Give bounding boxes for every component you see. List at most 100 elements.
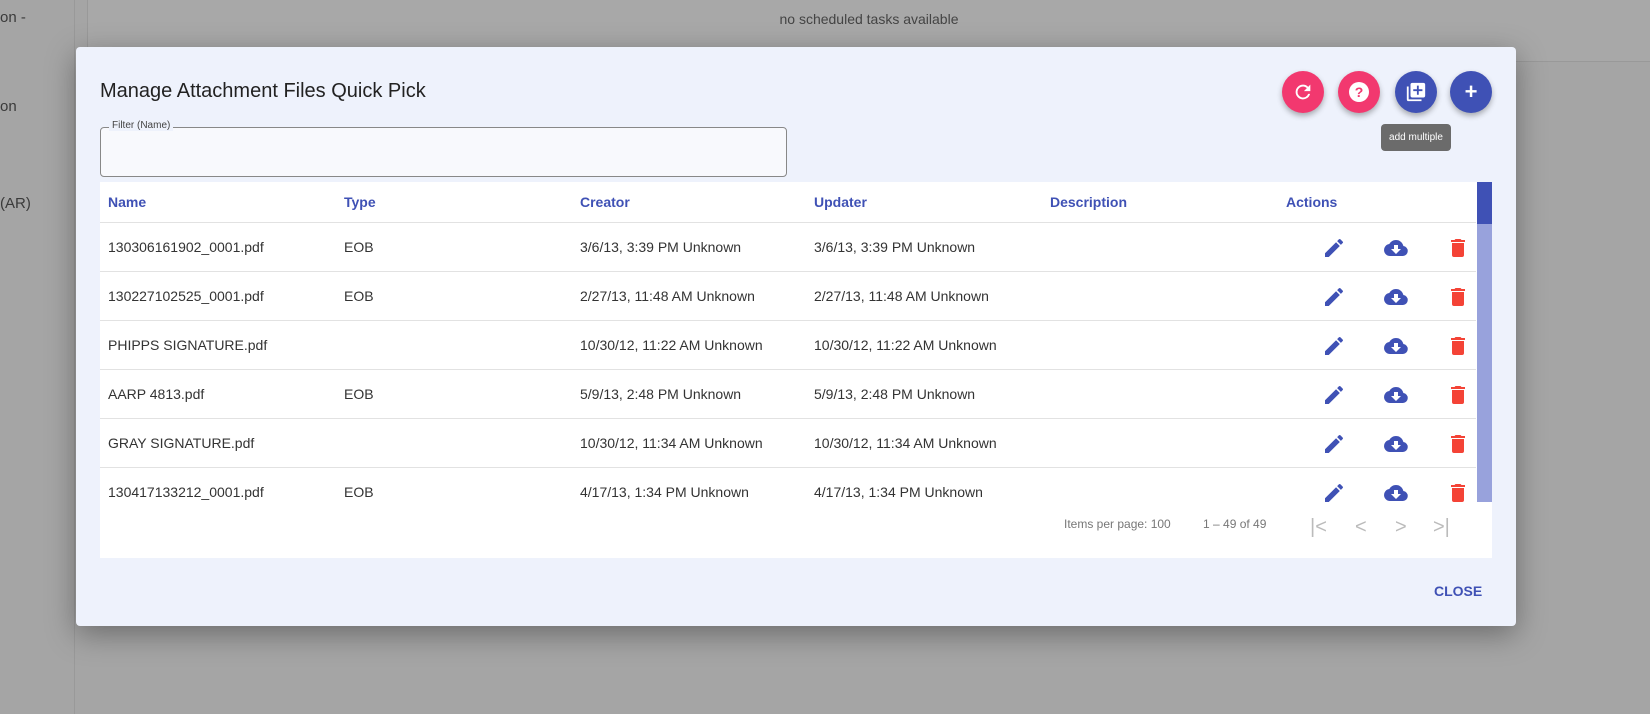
scrollbar-thumb[interactable] <box>1477 182 1492 224</box>
close-button[interactable]: CLOSE <box>1434 583 1483 599</box>
manage-attachments-dialog: Manage Attachment Files Quick Pick Filte… <box>76 47 1516 626</box>
delete-button[interactable] <box>1446 334 1470 358</box>
cloud-download-icon <box>1384 240 1408 256</box>
delete-button[interactable] <box>1446 432 1470 456</box>
edit-button[interactable] <box>1322 481 1346 505</box>
cell-creator: 10/30/12, 11:34 AM Unknown <box>580 435 763 451</box>
filter-label: Filter (Name) <box>109 120 174 131</box>
table-row[interactable]: GRAY SIGNATURE.pdf 10/30/12, 11:34 AM Unk… <box>100 418 1476 467</box>
bg-text: on - <box>0 9 26 26</box>
cell-creator: 3/6/13, 3:39 PM Unknown <box>580 239 742 255</box>
table-row[interactable]: AARP 4813.pdf EOB 5/9/13, 2:48 PM Unknown 5… <box>100 369 1476 418</box>
delete-button[interactable] <box>1446 383 1470 407</box>
bg-text: on <box>0 98 17 115</box>
cell-updater: 3/6/13, 3:39 PM Unknown <box>814 239 976 255</box>
edit-button[interactable] <box>1322 334 1346 358</box>
trash-icon <box>1451 484 1465 502</box>
library-add-icon <box>1406 82 1426 102</box>
last-page-button[interactable]: >| <box>1433 516 1450 539</box>
last-page-icon: >| <box>1433 516 1450 538</box>
download-button[interactable] <box>1384 383 1408 407</box>
delete-button[interactable] <box>1446 236 1470 260</box>
cell-name: PHIPPS SIGNATURE.pdf <box>108 337 268 353</box>
help-button[interactable]: ? <box>1338 71 1380 113</box>
chevron-right-icon: > <box>1395 516 1407 538</box>
no-tasks-message: no scheduled tasks available <box>779 11 959 27</box>
download-button[interactable] <box>1384 432 1408 456</box>
column-header-description[interactable]: Description <box>1050 194 1128 210</box>
column-header-type[interactable]: Type <box>344 194 376 210</box>
column-header-creator[interactable]: Creator <box>580 194 630 210</box>
trash-icon <box>1451 386 1465 404</box>
filter-field[interactable]: Filter (Name) <box>100 120 787 177</box>
page-range: 1 – 49 of 49 <box>1203 517 1267 531</box>
cell-type: EOB <box>344 386 374 402</box>
cloud-download-icon <box>1384 338 1408 354</box>
edit-button[interactable] <box>1322 383 1346 407</box>
cell-name: 130417133212_0001.pdf <box>108 484 264 500</box>
cell-type: EOB <box>344 484 374 500</box>
table-row[interactable]: 130417133212_0001.pdf EOB 4/17/13, 1:34 PM… <box>100 467 1476 516</box>
download-button[interactable] <box>1384 334 1408 358</box>
column-header-actions: Actions <box>1286 194 1338 210</box>
bg-text: (AR) <box>0 195 31 212</box>
cloud-download-icon <box>1384 387 1408 403</box>
cell-updater: 5/9/13, 2:48 PM Unknown <box>814 386 976 402</box>
table-scrollbar[interactable] <box>1477 182 1492 502</box>
pencil-icon <box>1325 483 1344 502</box>
items-per-page[interactable]: Items per page: 100 <box>1064 517 1171 531</box>
add-multiple-button[interactable] <box>1395 71 1437 113</box>
cell-updater: 4/17/13, 1:34 PM Unknown <box>814 484 983 500</box>
trash-icon <box>1451 288 1465 306</box>
help-icon: ? <box>1349 82 1369 102</box>
previous-page-button[interactable]: < <box>1355 516 1367 539</box>
cell-type: EOB <box>344 239 374 255</box>
delete-button[interactable] <box>1446 285 1470 309</box>
cell-name: GRAY SIGNATURE.pdf <box>108 435 255 451</box>
column-header-updater[interactable]: Updater <box>814 194 867 210</box>
cell-type: EOB <box>344 288 374 304</box>
svg-text:?: ? <box>1355 84 1364 100</box>
cell-updater: 10/30/12, 11:34 AM Unknown <box>814 435 997 451</box>
cell-updater: 2/27/13, 11:48 AM Unknown <box>814 288 989 304</box>
edit-button[interactable] <box>1322 432 1346 456</box>
cloud-download-icon <box>1384 485 1408 501</box>
pencil-icon <box>1325 385 1344 404</box>
next-page-button[interactable]: > <box>1395 516 1407 539</box>
background-sidebar: on - on (AR) <box>0 0 75 714</box>
cloud-download-icon <box>1384 436 1408 452</box>
first-page-icon: |< <box>1310 516 1327 538</box>
chevron-left-icon: < <box>1355 516 1367 538</box>
trash-icon <box>1451 435 1465 453</box>
table-row[interactable]: PHIPPS SIGNATURE.pdf 10/30/12, 11:22 AM U… <box>100 320 1476 369</box>
add-button[interactable]: + <box>1450 71 1492 113</box>
first-page-button[interactable]: |< <box>1310 516 1327 539</box>
attachments-table: Name Type Creator Updater Description Ac… <box>100 182 1492 558</box>
cell-name: 130227102525_0001.pdf <box>108 288 264 304</box>
table-row[interactable]: 130306161902_0001.pdf EOB 3/6/13, 3:39 PM … <box>100 222 1476 271</box>
refresh-button[interactable] <box>1282 71 1324 113</box>
cloud-download-icon <box>1384 289 1408 305</box>
cell-updater: 10/30/12, 11:22 AM Unknown <box>814 337 997 353</box>
download-button[interactable] <box>1384 236 1408 260</box>
trash-icon <box>1451 239 1465 257</box>
cell-name: AARP 4813.pdf <box>108 386 205 402</box>
add-icon: + <box>1464 79 1478 104</box>
table-row[interactable]: 130227102525_0001.pdf EOB 2/27/13, 11:48 A… <box>100 271 1476 320</box>
edit-button[interactable] <box>1322 285 1346 309</box>
pencil-icon <box>1325 287 1344 306</box>
cell-creator: 2/27/13, 11:48 AM Unknown <box>580 288 755 304</box>
download-button[interactable] <box>1384 481 1408 505</box>
column-header-name[interactable]: Name <box>108 194 147 210</box>
delete-button[interactable] <box>1446 481 1470 505</box>
cell-creator: 4/17/13, 1:34 PM Unknown <box>580 484 749 500</box>
cell-creator: 5/9/13, 2:48 PM Unknown <box>580 386 742 402</box>
pencil-icon <box>1325 336 1344 355</box>
pencil-icon <box>1325 434 1344 453</box>
edit-button[interactable] <box>1322 236 1346 260</box>
cell-name: 130306161902_0001.pdf <box>108 239 264 255</box>
download-button[interactable] <box>1384 285 1408 309</box>
filter-input[interactable] <box>101 128 786 176</box>
pencil-icon <box>1325 238 1344 257</box>
dialog-title: Manage Attachment Files Quick Pick <box>100 80 426 102</box>
